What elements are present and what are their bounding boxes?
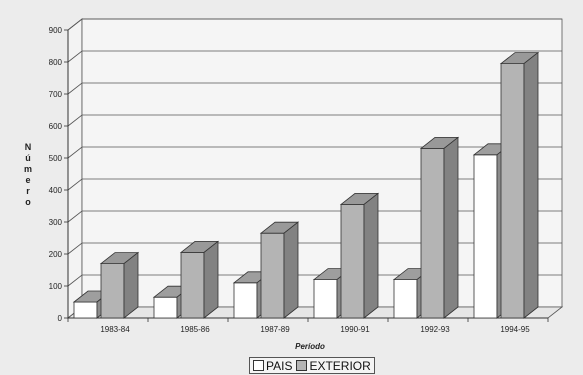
x-category-label: 1992-93 bbox=[420, 325, 450, 334]
y-tick-label: 800 bbox=[49, 58, 63, 67]
y-axis-label-char: r bbox=[26, 186, 30, 196]
bar-side bbox=[443, 136, 459, 319]
y-tick-label: 500 bbox=[49, 154, 63, 163]
bar-front bbox=[340, 203, 365, 319]
gridline bbox=[67, 210, 562, 223]
y-axis-label-char: o bbox=[25, 197, 31, 207]
bar-side bbox=[123, 251, 139, 319]
gridline bbox=[67, 18, 562, 31]
y-tick-label: 400 bbox=[49, 186, 63, 195]
x-category-label: 1987-89 bbox=[260, 325, 290, 334]
y-axis-label-char: m bbox=[24, 164, 32, 174]
bar-front bbox=[153, 296, 178, 319]
bars bbox=[72, 51, 540, 319]
bar-exterior-1992-93 bbox=[419, 136, 460, 319]
bar-side bbox=[283, 221, 299, 319]
x-category-label: 1994-95 bbox=[500, 325, 530, 334]
bar-front bbox=[73, 301, 98, 319]
legend-swatch-exterior bbox=[296, 360, 308, 371]
bar-exterior-1987-89 bbox=[259, 221, 300, 319]
y-axis-label-char: e bbox=[25, 175, 30, 185]
bar-exterior-1985-86 bbox=[179, 240, 220, 319]
gridline bbox=[67, 114, 562, 127]
bar-side bbox=[203, 240, 219, 319]
gridline bbox=[67, 242, 562, 255]
legend: PAIS EXTERIOR bbox=[249, 357, 375, 374]
bar-front bbox=[260, 232, 285, 319]
legend-label-pais: PAIS bbox=[266, 358, 293, 373]
bar-front bbox=[233, 282, 258, 319]
y-tick-label: 700 bbox=[49, 90, 63, 99]
bar-exterior-1983-84 bbox=[99, 251, 140, 319]
bar-exterior-1990-91 bbox=[339, 192, 380, 319]
bar-front bbox=[500, 63, 525, 319]
gridline bbox=[67, 146, 562, 159]
bar-exterior-1994-95 bbox=[499, 51, 540, 319]
x-category-label: 1985-86 bbox=[180, 325, 210, 334]
x-axis-categories: 1983-84 1985-86 1987-89 1990-91 1992-93 1994-… bbox=[67, 318, 549, 334]
gridline bbox=[67, 82, 562, 95]
y-tick-label: 600 bbox=[49, 122, 63, 131]
y-tick-label: 900 bbox=[49, 26, 63, 35]
bar-side bbox=[523, 51, 539, 319]
bar-side bbox=[363, 192, 379, 319]
y-tick-label: 0 bbox=[58, 314, 63, 323]
side-wall bbox=[67, 18, 83, 319]
y-axis-label-char: N bbox=[25, 142, 32, 152]
legend-item-pais: PAIS bbox=[253, 359, 292, 373]
bar-front bbox=[473, 154, 498, 319]
legend-swatch-pais bbox=[253, 360, 264, 371]
bar-front bbox=[100, 263, 125, 319]
gridline bbox=[67, 50, 562, 63]
gridlines bbox=[67, 18, 562, 287]
bar-front bbox=[180, 251, 205, 319]
y-axis-label-char: ú bbox=[25, 153, 31, 163]
legend-item-exterior: EXTERIOR bbox=[296, 358, 371, 373]
y-tick-label: 300 bbox=[49, 218, 63, 227]
y-tick-label: 100 bbox=[49, 282, 63, 291]
gridline bbox=[67, 178, 562, 191]
bar-front bbox=[313, 279, 338, 319]
x-category-label: 1990-91 bbox=[340, 325, 370, 334]
bar-front bbox=[393, 279, 418, 319]
bar-front bbox=[420, 147, 445, 319]
legend-label-exterior: EXTERIOR bbox=[309, 358, 371, 373]
x-axis-label: Período bbox=[295, 342, 325, 351]
x-category-label: 1983-84 bbox=[100, 325, 130, 334]
y-tick-label: 200 bbox=[49, 250, 63, 259]
